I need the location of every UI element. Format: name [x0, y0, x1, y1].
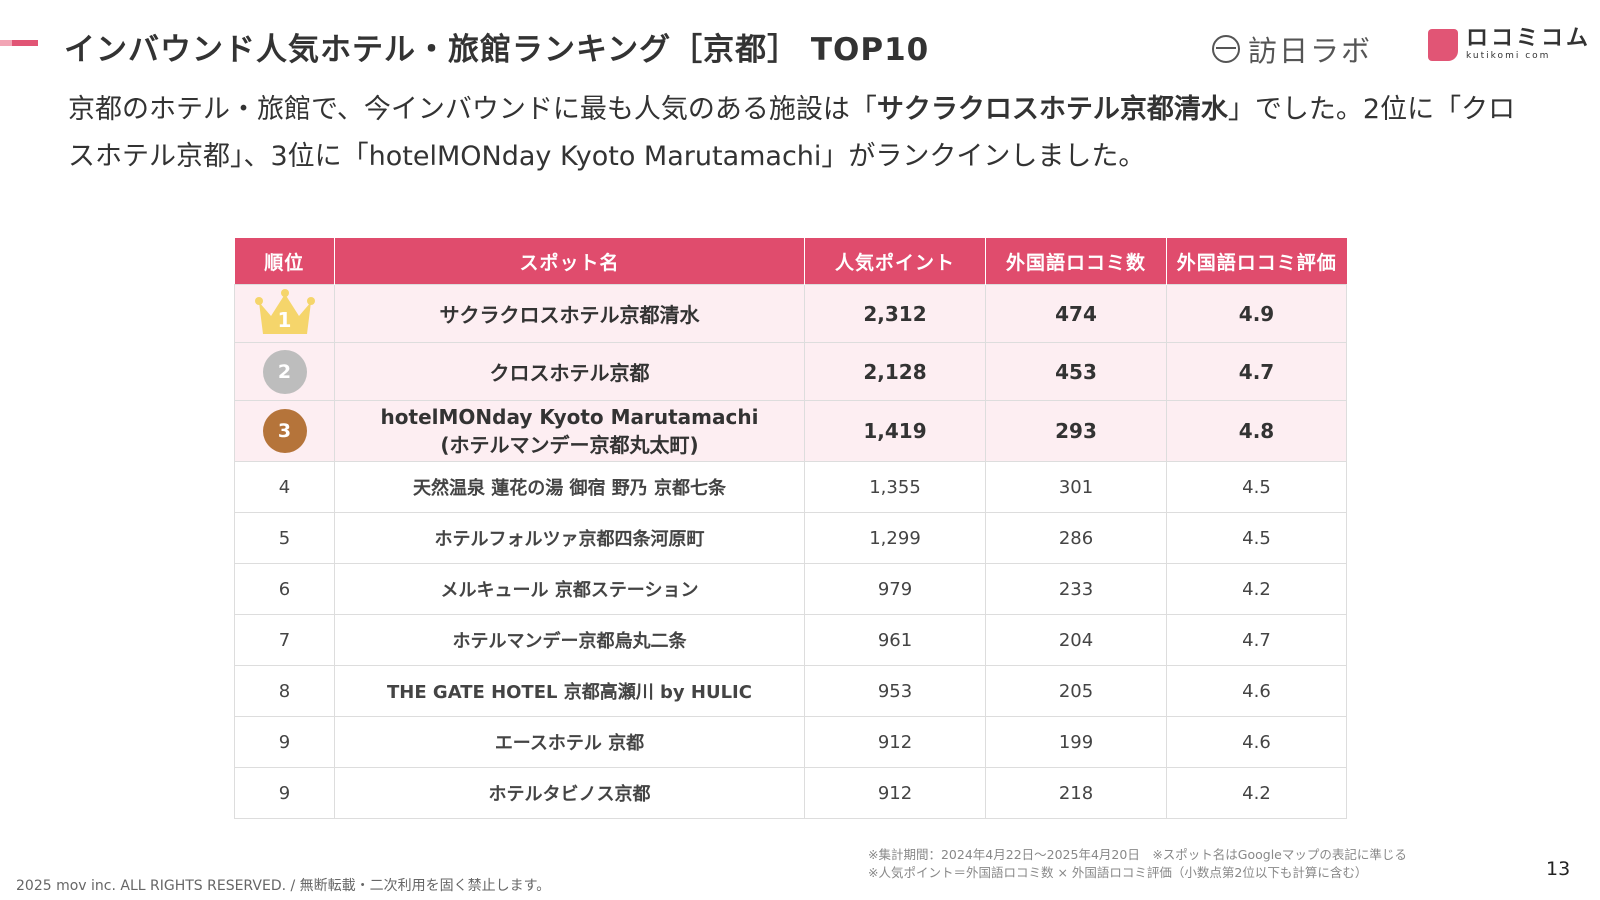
points-cell: 1,419 — [804, 400, 986, 462]
table-row: 9 ホテルタビノス京都 912 218 4.2 — [234, 767, 1347, 819]
points-cell: 2,312 — [804, 284, 986, 343]
houni-labo-logo-text: 訪日ラボ — [1248, 34, 1373, 68]
table-row: 3 hotelMONday Kyoto Marutamachi (ホテルマンデー… — [234, 400, 1347, 462]
points-cell: 953 — [804, 665, 986, 717]
rating-cell: 4.6 — [1166, 716, 1347, 768]
rating-cell: 4.6 — [1166, 665, 1347, 717]
review-count-cell: 453 — [985, 342, 1167, 401]
header-spot-name: スポット名 — [334, 238, 805, 285]
spot-name-line2: (ホテルマンデー京都丸太町) — [440, 433, 699, 457]
points-cell: 912 — [804, 767, 986, 819]
rating-cell: 4.2 — [1166, 767, 1347, 819]
points-cell: 961 — [804, 614, 986, 666]
header-review-rating: 外国語ロコミ評価 — [1166, 238, 1347, 285]
rank-cell: 9 — [234, 767, 335, 819]
rating-cell: 4.5 — [1166, 461, 1347, 513]
rank-cell: 5 — [234, 512, 335, 564]
table-row: 4 天然温泉 蓮花の湯 御宿 野乃 京都七条 1,355 301 4.5 — [234, 461, 1347, 513]
rank-cell: 7 — [234, 614, 335, 666]
table-row: 1 サクラクロスホテル京都清水 2,312 474 4.9 — [234, 284, 1347, 343]
header-points: 人気ポイント — [804, 238, 986, 285]
review-count-cell: 205 — [985, 665, 1167, 717]
spot-name-cell: ホテルフォルツァ京都四条河原町 — [334, 512, 805, 564]
gold-crown-icon: 1 — [253, 288, 317, 340]
spot-name-cell: メルキュール 京都ステーション — [334, 563, 805, 615]
rank-cell: 8 — [234, 665, 335, 717]
points-cell: 1,299 — [804, 512, 986, 564]
page-number: 13 — [1546, 858, 1571, 880]
review-count-cell: 218 — [985, 767, 1167, 819]
lead-paragraph: 京都のホテル・旅館で、今インバウンドに最も人気のある施設は「サクラクロスホテル京… — [68, 86, 1538, 180]
title-accent-bar — [0, 40, 38, 46]
ranking-table: 順位 スポット名 人気ポイント 外国語ロコミ数 外国語ロコミ評価 1 サクラクロ… — [234, 238, 1347, 819]
table-row: 8 THE GATE HOTEL 京都高瀬川 by HULIC 953 205 … — [234, 665, 1347, 717]
rating-cell: 4.7 — [1166, 614, 1347, 666]
spot-name-cell: hotelMONday Kyoto Marutamachi (ホテルマンデー京都… — [334, 400, 805, 462]
points-cell: 979 — [804, 563, 986, 615]
review-count-cell: 293 — [985, 400, 1167, 462]
review-count-cell: 233 — [985, 563, 1167, 615]
spot-name-cell: サクラクロスホテル京都清水 — [334, 284, 805, 343]
footnotes: ※集計期間：2024年4月22日〜2025年4月20日 ※スポット名はGoogl… — [868, 846, 1407, 882]
lead-text-1: 京都のホテル・旅館で、今インバウンドに最も人気のある施設は「 — [68, 94, 877, 125]
review-count-cell: 199 — [985, 716, 1167, 768]
review-count-cell: 286 — [985, 512, 1167, 564]
rank-number: 1 — [277, 307, 292, 332]
houni-labo-logo: 訪日ラボ — [1212, 28, 1372, 70]
spot-name-cell: ホテルマンデー京都烏丸二条 — [334, 614, 805, 666]
rank-cell: 9 — [234, 716, 335, 768]
rank-cell: 3 — [234, 400, 335, 462]
review-count-cell: 474 — [985, 284, 1167, 343]
rank-cell: 6 — [234, 563, 335, 615]
rating-cell: 4.2 — [1166, 563, 1347, 615]
rating-cell: 4.7 — [1166, 342, 1347, 401]
silver-medal-icon: 2 — [262, 349, 307, 394]
rating-cell: 4.8 — [1166, 400, 1347, 462]
copyright-text: 2025 mov inc. ALL RIGHTS RESERVED. / 無断転… — [16, 878, 551, 894]
spot-name-cell: 天然温泉 蓮花の湯 御宿 野乃 京都七条 — [334, 461, 805, 513]
table-row: 7 ホテルマンデー京都烏丸二条 961 204 4.7 — [234, 614, 1347, 666]
kuchikomi-com-logo: ロコミコム kutikomi com — [1428, 28, 1591, 61]
rating-cell: 4.5 — [1166, 512, 1347, 564]
table-row: 2 クロスホテル京都 2,128 453 4.7 — [234, 342, 1347, 401]
table-row: 9 エースホテル 京都 912 199 4.6 — [234, 716, 1347, 768]
bronze-medal-icon: 3 — [262, 409, 307, 453]
rank-cell: 4 — [234, 461, 335, 513]
footnote-line2: ※人気ポイント＝外国語ロコミ数 × 外国語ロコミ評価（小数点第2位以下も計算に含… — [868, 865, 1368, 880]
lead-highlight: サクラクロスホテル京都清水 — [876, 94, 1228, 125]
points-cell: 912 — [804, 716, 986, 768]
header-review-count: 外国語ロコミ数 — [985, 238, 1167, 285]
page-title: インバウンド人気ホテル・旅館ランキング［京都］ TOP10 — [64, 32, 930, 68]
kuchikomi-logo-sub: kutikomi com — [1466, 51, 1551, 61]
header-rank: 順位 — [234, 238, 335, 285]
footnote-line1: ※集計期間：2024年4月22日〜2025年4月20日 ※スポット名はGoogl… — [868, 847, 1407, 862]
lead-text-2: 」でした。2位に「クロスホテル京都」、3位に「hotelMONday Kyoto… — [68, 94, 1516, 172]
rating-cell: 4.9 — [1166, 284, 1347, 343]
houni-labo-logo-icon — [1212, 35, 1240, 63]
review-count-cell: 204 — [985, 614, 1167, 666]
spot-name-line1: hotelMONday Kyoto Marutamachi — [380, 405, 759, 429]
table-row: 6 メルキュール 京都ステーション 979 233 4.2 — [234, 563, 1347, 615]
points-cell: 2,128 — [804, 342, 986, 401]
speech-bubble-icon — [1428, 28, 1458, 61]
kuchikomi-logo-main: ロコミコム — [1466, 26, 1592, 51]
spot-name-cell: クロスホテル京都 — [334, 342, 805, 401]
review-count-cell: 301 — [985, 461, 1167, 513]
rank-cell: 1 — [234, 284, 335, 343]
points-cell: 1,355 — [804, 461, 986, 513]
spot-name-cell: エースホテル 京都 — [334, 716, 805, 768]
table-row: 5 ホテルフォルツァ京都四条河原町 1,299 286 4.5 — [234, 512, 1347, 564]
rank-cell: 2 — [234, 342, 335, 401]
table-header-row: 順位 スポット名 人気ポイント 外国語ロコミ数 外国語ロコミ評価 — [234, 238, 1347, 285]
spot-name-cell: THE GATE HOTEL 京都高瀬川 by HULIC — [334, 665, 805, 717]
spot-name-cell: ホテルタビノス京都 — [334, 767, 805, 819]
